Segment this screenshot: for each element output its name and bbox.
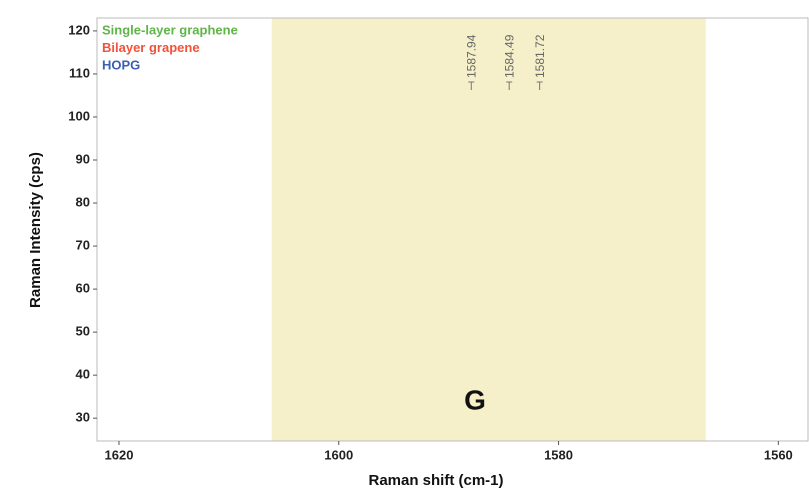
- plot-frame: [96, 17, 809, 442]
- x-tick-label: 1600: [324, 447, 353, 462]
- y-tick-label: 110: [69, 65, 90, 80]
- peak-marker: [536, 81, 543, 90]
- peak-label: 1581.72: [533, 34, 547, 78]
- x-tick-label: 1580: [544, 447, 573, 462]
- peak-label: 1584.49: [502, 34, 516, 78]
- y-tick-label: 120: [68, 22, 90, 37]
- peak-marker: [506, 81, 513, 90]
- x-tick-label: 1620: [105, 447, 134, 462]
- y-axis-title: Raman Intensity (cps): [27, 152, 44, 308]
- y-tick-label: 90: [76, 151, 90, 166]
- y-tick-label: 60: [76, 281, 90, 296]
- y-tick-label: 50: [76, 324, 90, 339]
- y-tick-label: 100: [68, 108, 90, 123]
- x-tick-label: 1560: [764, 447, 793, 462]
- x-axis-title: Raman shift (cm-1): [368, 472, 503, 489]
- peak-annotation: G: [464, 384, 486, 415]
- legend-label: Bilayer grapene: [102, 40, 200, 55]
- legend-label: HOPG: [102, 57, 140, 72]
- peak-marker: [468, 81, 475, 90]
- y-tick-label: 30: [76, 410, 90, 425]
- y-tick-label: 40: [76, 367, 90, 382]
- y-tick-label: 80: [76, 194, 90, 209]
- legend-label: Single-layer graphene: [102, 22, 238, 37]
- highlight-band: [271, 18, 706, 441]
- peak-label: 1587.94: [464, 34, 478, 78]
- y-tick-label: 70: [76, 238, 90, 253]
